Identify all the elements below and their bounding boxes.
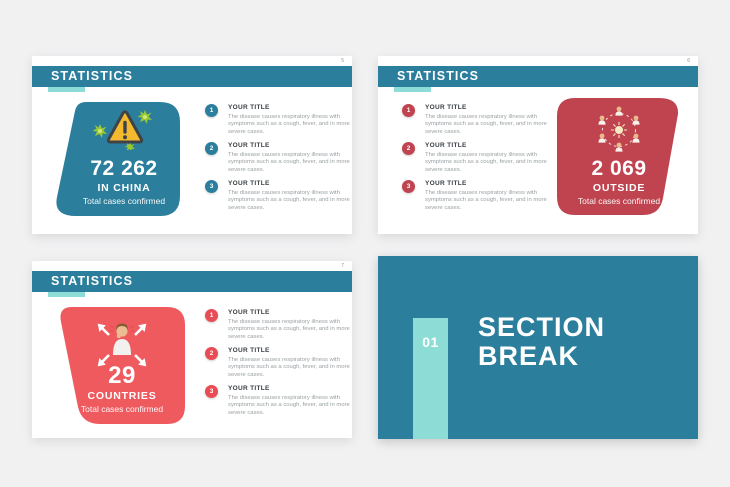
person-figures xyxy=(598,106,640,152)
slide-title: STATISTICS xyxy=(397,69,480,83)
header-accent-underline xyxy=(48,292,85,297)
item-title: YOUR TITLE xyxy=(228,385,270,392)
item-description: The disease causes respiratory illness w… xyxy=(228,318,350,341)
section-break-title-line2: BREAK xyxy=(478,341,580,371)
stat-value: 29 xyxy=(108,362,136,389)
slide-header-bar: STATISTICS xyxy=(32,66,352,87)
slide-section-break[interactable]: 01 SECTION BREAK xyxy=(378,256,698,439)
item-description: The disease causes respiratory illness w… xyxy=(228,151,350,174)
section-break-title: SECTION BREAK xyxy=(478,313,605,371)
coughing-person-spread-icon xyxy=(97,323,147,367)
section-number: 01 xyxy=(422,334,439,350)
stat-sublabel: Total cases confirmed xyxy=(80,404,164,414)
stat-block: 72 262 IN CHINA Total cases confirmed xyxy=(63,157,185,207)
item-description: The disease causes respiratory illness w… xyxy=(228,113,350,136)
item-description: The disease causes respiratory illness w… xyxy=(228,189,350,212)
list-item: 2 YOUR TITLE The disease causes respirat… xyxy=(205,142,350,175)
item-number-badge: 1 xyxy=(402,104,415,117)
item-description: The disease causes respiratory illness w… xyxy=(228,356,350,379)
item-number-badge: 2 xyxy=(205,347,218,360)
slide-header-bar: STATISTICS xyxy=(378,66,698,87)
list-item: 3 YOUR TITLE The disease causes respirat… xyxy=(205,180,350,213)
slide-page-number: 7 xyxy=(341,263,344,269)
item-title: YOUR TITLE xyxy=(228,142,270,149)
item-number-badge: 3 xyxy=(402,180,415,193)
stat-blob-shape xyxy=(56,102,180,216)
item-title: YOUR TITLE xyxy=(425,180,467,187)
item-description: The disease causes respiratory illness w… xyxy=(425,151,547,174)
item-description: The disease causes respiratory illness w… xyxy=(425,189,547,212)
item-title: YOUR TITLE xyxy=(228,309,270,316)
item-number-badge: 1 xyxy=(205,309,218,322)
spread-arrows xyxy=(97,323,147,367)
stat-label: IN CHINA xyxy=(97,182,151,194)
item-description: The disease causes respiratory illness w… xyxy=(228,394,350,417)
item-title: YOUR TITLE xyxy=(228,347,270,354)
item-number-badge: 2 xyxy=(402,142,415,155)
section-number-bar xyxy=(413,318,448,439)
item-number-badge: 3 xyxy=(205,385,218,398)
slide-page-number: 5 xyxy=(341,58,344,64)
slide-page-number: 6 xyxy=(687,58,690,64)
item-title: YOUR TITLE xyxy=(228,104,270,111)
person-to-person-spread-icon xyxy=(598,106,640,152)
list-item: 2 YOUR TITLE The disease causes respirat… xyxy=(402,142,547,175)
item-number-badge: 1 xyxy=(205,104,218,117)
stat-block: 29 COUNTRIES Total cases confirmed xyxy=(61,362,183,415)
item-title: YOUR TITLE xyxy=(425,104,467,111)
slide-statistics-china[interactable]: 5 STATISTICS 72 262 IN CHINA Total cases… xyxy=(32,56,352,234)
list-item: 3 YOUR TITLE The disease causes respirat… xyxy=(205,385,350,418)
coughing-person xyxy=(109,323,135,355)
slide-statistics-outside[interactable]: 6 STATISTICS 1 YOUR TITLE The disease ca… xyxy=(378,56,698,234)
item-title: YOUR TITLE xyxy=(425,142,467,149)
item-description: The disease causes respiratory illness w… xyxy=(425,113,547,136)
list-item: 1 YOUR TITLE The disease causes respirat… xyxy=(402,104,547,137)
section-break-title-line1: SECTION xyxy=(478,312,606,342)
header-accent-underline xyxy=(394,87,431,92)
slide-header-bar: STATISTICS xyxy=(32,271,352,292)
header-accent-underline xyxy=(48,87,85,92)
item-number-badge: 3 xyxy=(205,180,218,193)
list-item: 1 YOUR TITLE The disease causes respirat… xyxy=(205,309,350,342)
slide-title: STATISTICS xyxy=(51,274,134,288)
slide-statistics-countries[interactable]: 7 STATISTICS 29 COUNTRIE xyxy=(32,261,352,438)
stat-sublabel: Total cases confirmed xyxy=(577,196,661,206)
list-item: 2 YOUR TITLE The disease causes respirat… xyxy=(205,347,350,380)
list-item: 3 YOUR TITLE The disease causes respirat… xyxy=(402,180,547,213)
stat-value: 2 069 xyxy=(591,157,647,180)
stat-blob-shape xyxy=(60,307,185,424)
stat-block: 2 069 OUTSIDE Total cases confirmed xyxy=(559,157,679,207)
stat-blob-shape xyxy=(557,98,679,215)
stat-sublabel: Total cases confirmed xyxy=(82,196,166,206)
stat-label: COUNTRIES xyxy=(87,390,157,402)
item-title: YOUR TITLE xyxy=(228,180,270,187)
stat-label: OUTSIDE xyxy=(592,182,646,194)
slide-title: STATISTICS xyxy=(51,69,134,83)
warning-virus-icon xyxy=(92,110,152,150)
item-number-badge: 2 xyxy=(205,142,218,155)
list-item: 1 YOUR TITLE The disease causes respirat… xyxy=(205,104,350,137)
stat-value: 72 262 xyxy=(90,157,158,180)
